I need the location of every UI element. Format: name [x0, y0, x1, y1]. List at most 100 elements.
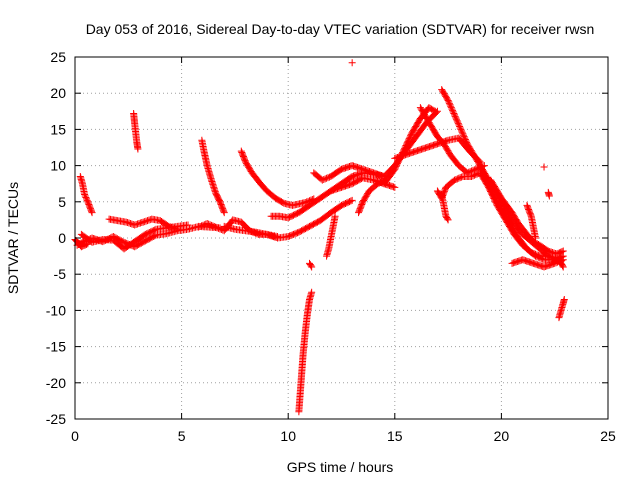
series-arc-j	[220, 196, 356, 242]
data-point	[448, 105, 456, 113]
data-point	[551, 259, 559, 267]
data-point	[447, 104, 455, 112]
data-point	[450, 176, 458, 184]
data-point	[134, 145, 142, 153]
data-point	[459, 130, 467, 138]
data-point	[374, 180, 382, 188]
data-point	[445, 98, 453, 106]
data-point	[446, 101, 454, 109]
data-point	[324, 174, 332, 182]
data-point	[456, 124, 464, 132]
data-point	[445, 99, 453, 107]
data-point	[527, 248, 535, 256]
y-tick-label: 15	[50, 121, 66, 137]
data-point	[375, 179, 383, 187]
data-points	[71, 59, 568, 416]
data-point	[210, 223, 218, 231]
data-point	[527, 211, 535, 219]
series-arc-f	[130, 109, 142, 153]
series-arc-x	[438, 191, 452, 224]
data-point	[559, 247, 567, 255]
series-arc-ac	[540, 163, 548, 171]
data-point	[199, 221, 207, 229]
data-point	[469, 172, 477, 180]
data-point	[451, 112, 459, 120]
x-axis-label: GPS time / hours	[287, 459, 394, 475]
data-point	[455, 174, 463, 182]
data-point	[458, 128, 466, 136]
y-tick-label: -15	[46, 339, 66, 355]
data-point	[88, 209, 96, 217]
x-tick-label: 25	[600, 428, 616, 444]
data-point	[323, 174, 331, 182]
data-point	[530, 250, 538, 258]
data-point	[391, 183, 399, 191]
data-point	[456, 174, 464, 182]
data-point	[151, 232, 159, 240]
data-point	[347, 197, 355, 205]
axes: 0 5 10 15 20 25 -25 -20 -15 -10 -5 0 5 10 15 20 25	[46, 49, 616, 444]
data-point	[207, 221, 215, 229]
data-point	[559, 262, 567, 270]
data-point	[453, 117, 461, 125]
series-arc-k	[267, 174, 399, 222]
data-point	[321, 175, 329, 183]
y-tick-label: 0	[58, 230, 66, 246]
series-arc-ae	[555, 296, 568, 322]
data-point	[444, 96, 452, 104]
data-point	[81, 192, 89, 200]
data-point	[559, 263, 567, 271]
data-point	[461, 134, 469, 142]
data-point	[462, 137, 470, 145]
chart-title: Day 053 of 2016, Sidereal Day-to-day VTE…	[86, 21, 595, 37]
data-point	[447, 102, 455, 110]
data-point	[209, 222, 217, 230]
data-point	[532, 234, 540, 242]
data-point	[452, 114, 460, 122]
data-point	[533, 251, 541, 259]
data-point	[301, 199, 309, 207]
data-point	[431, 107, 439, 115]
x-tick-label: 20	[494, 428, 510, 444]
data-point	[450, 111, 458, 119]
y-tick-label: -10	[46, 302, 66, 318]
data-point	[460, 133, 468, 141]
series-arc-o	[323, 212, 339, 260]
data-point	[458, 127, 466, 135]
data-point	[205, 220, 213, 228]
data-point	[454, 120, 462, 128]
data-point	[308, 263, 316, 271]
data-point	[216, 225, 224, 233]
series-arc-u	[416, 104, 488, 177]
x-tick-label: 10	[280, 428, 296, 444]
series-arc-t	[391, 134, 484, 166]
x-tick-label: 15	[387, 428, 403, 444]
series-arc-i	[237, 147, 318, 209]
data-point	[552, 259, 560, 267]
y-tick-label: 25	[50, 49, 66, 65]
series-arc-p	[306, 259, 316, 271]
data-point	[452, 175, 460, 183]
data-point	[430, 107, 438, 115]
data-point	[456, 123, 464, 131]
data-point	[454, 118, 462, 126]
data-point	[318, 176, 326, 184]
series-arc-ad	[544, 188, 553, 200]
data-point	[348, 196, 356, 204]
series-arc-ab	[523, 201, 540, 242]
data-point	[458, 173, 466, 181]
y-tick-label: -25	[46, 411, 66, 427]
data-point	[457, 125, 465, 133]
data-point	[220, 209, 228, 217]
data-point	[560, 296, 568, 304]
data-point	[213, 224, 221, 232]
data-point	[83, 240, 91, 248]
series-arc-g	[198, 136, 228, 217]
data-point	[348, 59, 356, 67]
data-point	[320, 175, 328, 183]
data-point	[83, 195, 91, 203]
series-arc-q	[348, 59, 356, 67]
data-point	[450, 109, 458, 117]
y-tick-label: 20	[50, 85, 66, 101]
data-point	[529, 249, 537, 257]
